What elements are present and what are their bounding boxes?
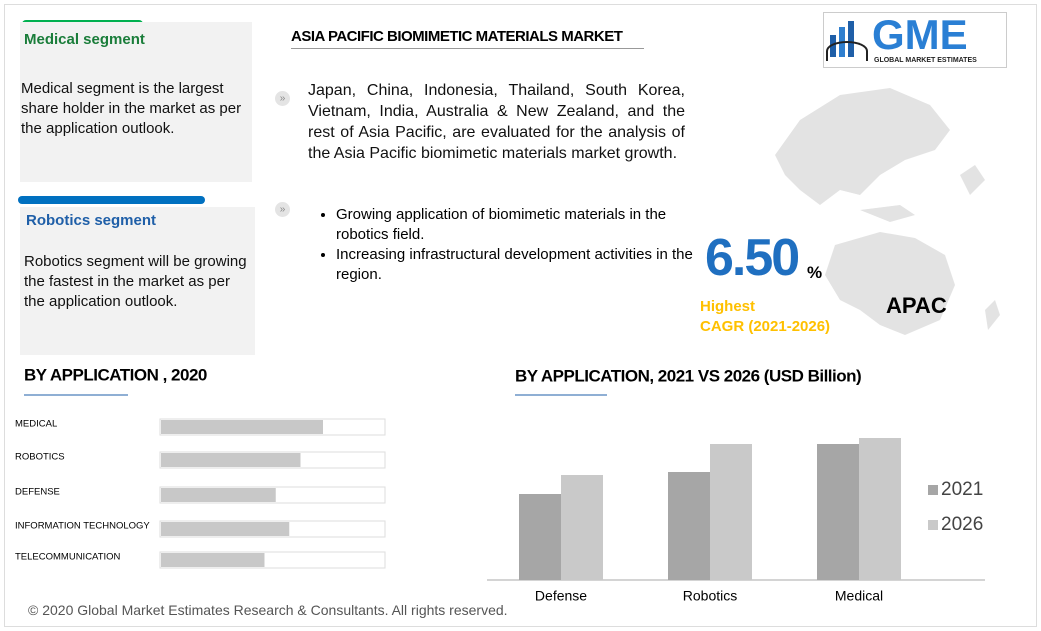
legend-swatch: [928, 520, 938, 530]
chart-title: BY APPLICATION , 2020: [24, 365, 207, 384]
category-label: INFORMATION TECHNOLOGY: [15, 521, 150, 532]
legend-label: 2026: [941, 514, 983, 535]
region: APAC: [886, 293, 947, 318]
footer: © 2020 Global Market Estimates Research …: [28, 602, 508, 618]
frame: [4, 4, 1037, 627]
overview-text: Japan, China, Indonesia, Thailand, South…: [308, 82, 685, 162]
main-title: ASIA PACIFIC BIOMIMETIC MATERIALS MARKET: [291, 28, 623, 45]
bar: [161, 420, 323, 434]
cagr-value: 6.50: [705, 229, 800, 287]
bullet-list: Growing application of biomimetic materi…: [308, 205, 706, 285]
segment-box: Robotics segment Robotics segment will b…: [20, 207, 255, 355]
segment-box: Medical segment Medical segment is the l…: [20, 22, 252, 182]
cagr-label: CAGR (2021-2026): [700, 318, 831, 335]
accent-bar: [18, 196, 205, 204]
logo-tagline: GLOBAL MARKET ESTIMATES: [874, 57, 977, 64]
legend-label: 2021: [941, 479, 983, 500]
cagr-label: Highest: [700, 298, 756, 315]
bullet: Increasing infrastructural development a…: [336, 245, 706, 285]
bar: [161, 488, 276, 502]
bar: [817, 444, 859, 580]
bar: [161, 553, 265, 567]
segment-title: Medical segment: [24, 31, 145, 48]
logo-icon: [826, 17, 868, 61]
chart-title: BY APPLICATION, 2021 VS 2026 (USD Billio…: [515, 366, 861, 385]
bar: [668, 472, 710, 580]
category-label: DEFENSE: [15, 487, 60, 498]
bar: [859, 438, 901, 580]
segment-text: Medical segment is the largest share hol…: [21, 80, 242, 137]
x-tick-label: Robotics: [683, 588, 737, 604]
x-tick-label: Defense: [535, 588, 587, 604]
logo-name: GME: [872, 11, 968, 58]
category-label: ROBOTICS: [15, 452, 65, 463]
title-rule: [291, 48, 644, 49]
cagr-unit: %: [807, 263, 823, 282]
category-label: MEDICAL: [15, 419, 57, 430]
logo: GME GLOBAL MARKET ESTIMATES: [823, 11, 1007, 68]
category-label: TELECOMMUNICATION: [15, 552, 121, 563]
bar: [710, 444, 752, 580]
bullet: Growing application of biomimetic materi…: [336, 205, 706, 245]
bullet-icon: »: [275, 91, 290, 106]
segment-text: Robotics segment will be growing the fas…: [24, 253, 247, 310]
bar: [561, 475, 603, 580]
map: [775, 88, 1000, 335]
bar: [161, 522, 290, 536]
bar: [519, 494, 561, 580]
bullet-icon: »: [275, 202, 290, 217]
x-tick-label: Medical: [835, 588, 883, 604]
segment-title: Robotics segment: [26, 212, 157, 229]
bar: [161, 453, 301, 467]
legend-swatch: [928, 485, 938, 495]
